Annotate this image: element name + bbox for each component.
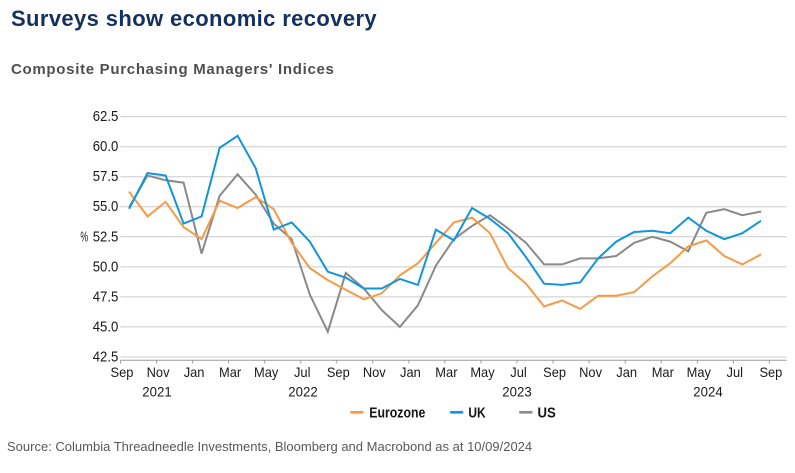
svg-text:Sep: Sep [759, 364, 782, 380]
svg-text:UK: UK [468, 404, 485, 421]
svg-text:Sep: Sep [543, 364, 566, 380]
svg-text:42.5: 42.5 [93, 349, 119, 366]
svg-text:62.5: 62.5 [93, 108, 119, 125]
svg-text:2022: 2022 [288, 384, 318, 400]
svg-text:Sep: Sep [111, 364, 134, 380]
svg-text:Eurozone: Eurozone [369, 404, 425, 421]
svg-text:Jul: Jul [294, 364, 311, 380]
svg-text:50.0: 50.0 [93, 258, 119, 275]
svg-text:Jan: Jan [184, 364, 205, 380]
svg-text:Mar: Mar [219, 364, 241, 380]
svg-text:47.5: 47.5 [93, 288, 119, 305]
svg-text:Nov: Nov [147, 364, 170, 380]
svg-text:May: May [687, 364, 711, 380]
svg-text:May: May [254, 364, 278, 380]
svg-text:Jul: Jul [727, 364, 744, 380]
svg-text:Sep: Sep [327, 364, 350, 380]
svg-text:Jul: Jul [510, 364, 527, 380]
svg-text:2024: 2024 [693, 384, 723, 400]
svg-text:52.5: 52.5 [93, 228, 119, 245]
svg-text:%: % [80, 228, 88, 245]
svg-text:2021: 2021 [142, 384, 172, 400]
svg-text:57.5: 57.5 [93, 168, 119, 185]
svg-text:May: May [470, 364, 494, 380]
svg-text:60.0: 60.0 [93, 138, 119, 155]
svg-text:2023: 2023 [502, 384, 532, 400]
svg-text:Mar: Mar [652, 364, 674, 380]
svg-text:Nov: Nov [363, 364, 386, 380]
svg-text:US: US [538, 404, 556, 421]
svg-text:45.0: 45.0 [93, 318, 119, 335]
svg-text:55.0: 55.0 [93, 198, 119, 215]
svg-text:Jan: Jan [400, 364, 421, 380]
svg-text:Jan: Jan [616, 364, 637, 380]
svg-text:Mar: Mar [435, 364, 457, 380]
svg-text:Nov: Nov [579, 364, 602, 380]
